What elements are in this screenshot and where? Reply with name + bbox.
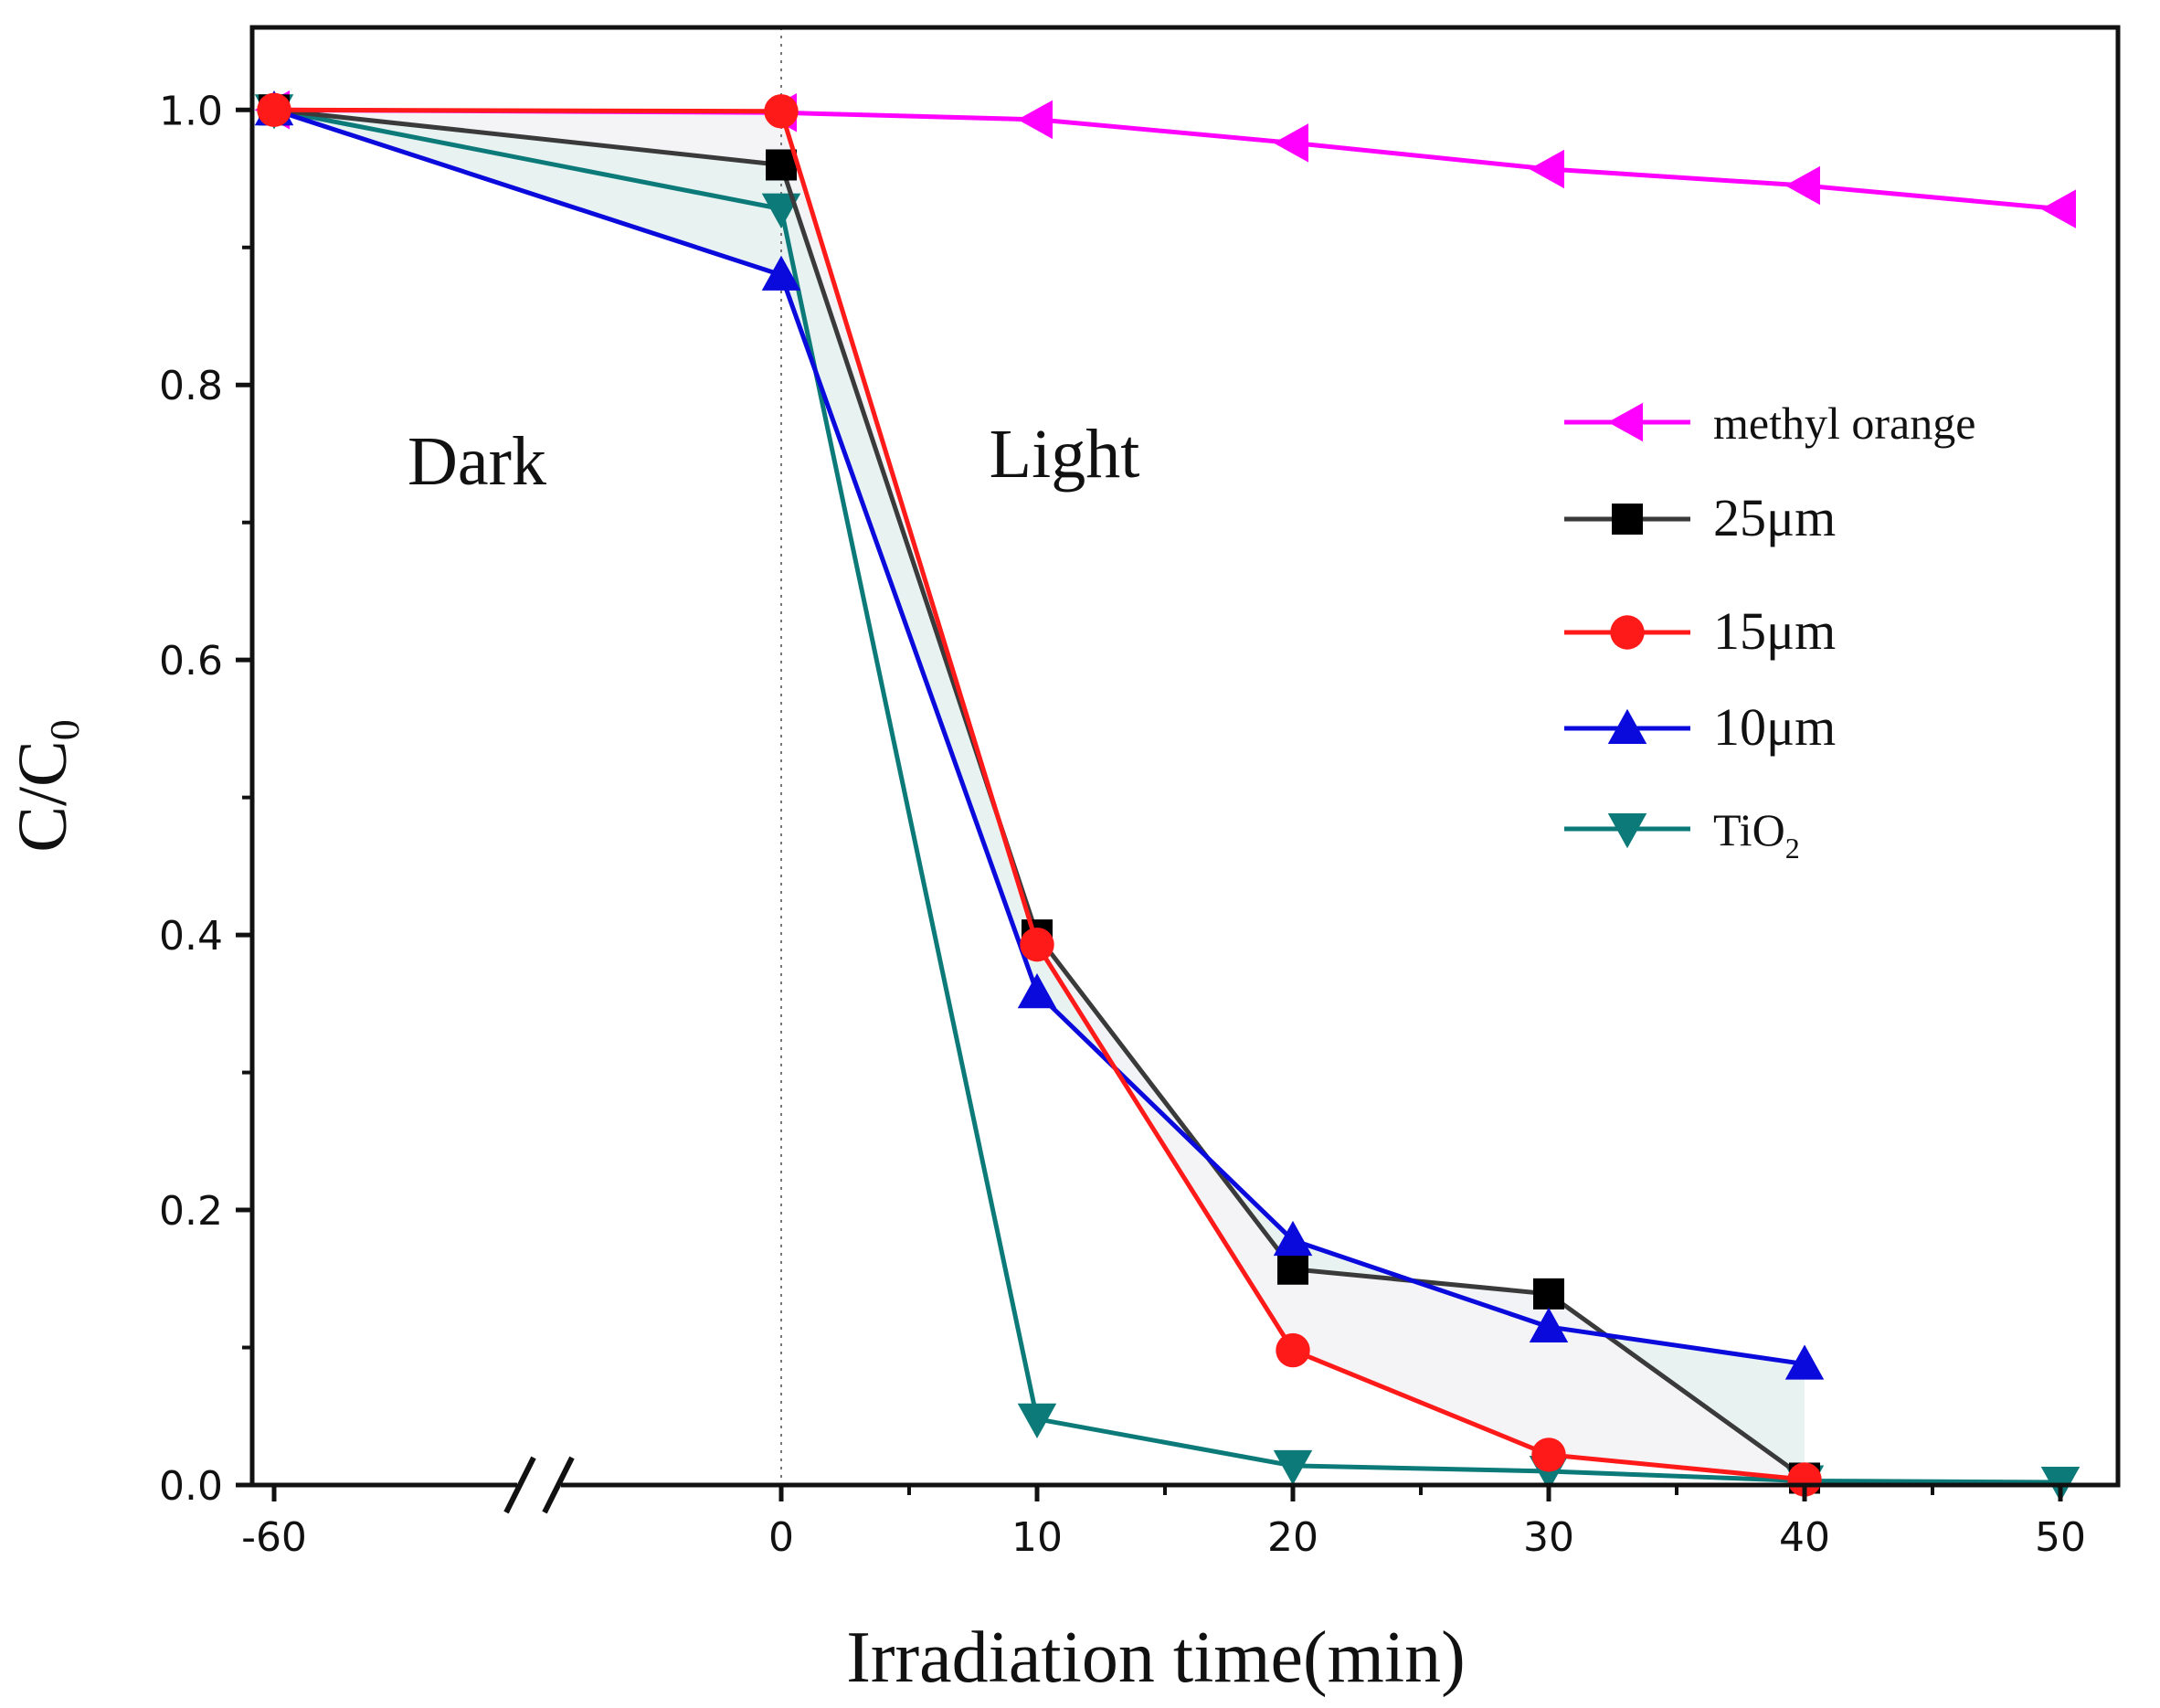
- x-axis-label: Irradiation time(min): [846, 1618, 1466, 1698]
- y-axis-label-main: C/C: [5, 740, 81, 853]
- series-line: [273, 107, 1805, 1482]
- legend: methyl orange 25μm 15μm 10μm TiO2: [1564, 398, 1975, 865]
- legend-label: 10μm: [1713, 697, 1836, 757]
- legend-label-main: TiO: [1713, 804, 1785, 855]
- data-point: [1784, 165, 1820, 206]
- x-tick-label: 30: [1523, 1514, 1574, 1561]
- y-tick-label: 0.4: [159, 913, 223, 960]
- x-tick-label: 40: [1779, 1514, 1830, 1561]
- series-layer: [254, 90, 2081, 1502]
- svg-text:C/C0: C/C0: [5, 719, 88, 853]
- plot-frame: [249, 25, 2121, 1488]
- data-point: [1017, 973, 1057, 1009]
- x-tick-label: 0: [768, 1514, 794, 1561]
- series-line: [273, 107, 1805, 1367]
- axes-layer: -60 0 10 20 30 40 50 0.0 0.2 0.4 0.6 0.8 1.0: [159, 88, 2086, 1561]
- data-point: [1529, 1307, 1569, 1342]
- legend-marker: [1607, 708, 1647, 744]
- data-point: [1017, 100, 1053, 140]
- data-point: [1273, 123, 1308, 163]
- data-point: [2040, 189, 2076, 228]
- legend-label-main: methyl orange: [1713, 398, 1975, 449]
- data-point: [1273, 1449, 1313, 1486]
- legend-label-main: 15μm: [1713, 601, 1836, 661]
- series-2: [257, 92, 1822, 1497]
- legend-marker: [1612, 504, 1643, 535]
- data-point: [257, 92, 291, 127]
- y-tick-label: 0.0: [159, 1463, 223, 1510]
- x-tick-label: 20: [1267, 1514, 1318, 1561]
- y-tick-label: 0.2: [159, 1188, 223, 1235]
- data-point: [764, 94, 799, 129]
- legend-label: methyl orange: [1713, 398, 1975, 449]
- legend-item: 15μm: [1564, 601, 1836, 661]
- annotation-dark: Dark: [408, 423, 546, 500]
- y-axis-label-subscript: 0: [41, 719, 88, 740]
- x-tick-label: 10: [1011, 1514, 1063, 1561]
- data-point: [1529, 149, 1564, 189]
- legend-marker: [1607, 402, 1643, 442]
- series-line: [273, 107, 1806, 1480]
- data-point: [761, 255, 801, 291]
- x-tick-label: 50: [2035, 1514, 2086, 1561]
- data-point: [1531, 1437, 1566, 1472]
- y-tick-label: 1.0: [159, 88, 223, 134]
- data-point: [1787, 1462, 1822, 1497]
- legend-label-subscript: 2: [1785, 832, 1800, 865]
- legend-label: 15μm: [1713, 601, 1836, 661]
- legend-item: 10μm: [1564, 697, 1836, 757]
- data-point: [766, 149, 797, 181]
- legend-marker: [1607, 813, 1647, 849]
- data-point: [761, 193, 801, 228]
- data-point: [1276, 1332, 1310, 1368]
- data-point: [1020, 927, 1054, 962]
- legend-item: methyl orange: [1564, 398, 1975, 449]
- legend-label-main: 10μm: [1713, 697, 1836, 757]
- data-point: [1533, 1278, 1564, 1310]
- legend-label: 25μm: [1713, 488, 1836, 547]
- legend-label: TiO2: [1713, 804, 1800, 865]
- data-point: [1017, 1403, 1057, 1439]
- annotation-light: Light: [990, 416, 1140, 493]
- legend-marker: [1610, 615, 1645, 650]
- y-axis-label: C/C0: [5, 719, 88, 853]
- data-point: [1277, 1253, 1308, 1285]
- axis-break-mark: [503, 1456, 536, 1514]
- x-tick-label: -60: [241, 1514, 307, 1561]
- legend-item: 25μm: [1564, 488, 1836, 547]
- axis-break-mark: [542, 1456, 575, 1514]
- legend-label-main: 25μm: [1713, 488, 1836, 547]
- legend-item: TiO2: [1564, 804, 1800, 865]
- axis-break-gap: [517, 1478, 561, 1492]
- data-point: [1273, 1220, 1313, 1257]
- y-tick-label: 0.8: [159, 363, 223, 409]
- data-point: [1784, 1344, 1825, 1380]
- y-tick-label: 0.6: [159, 638, 223, 684]
